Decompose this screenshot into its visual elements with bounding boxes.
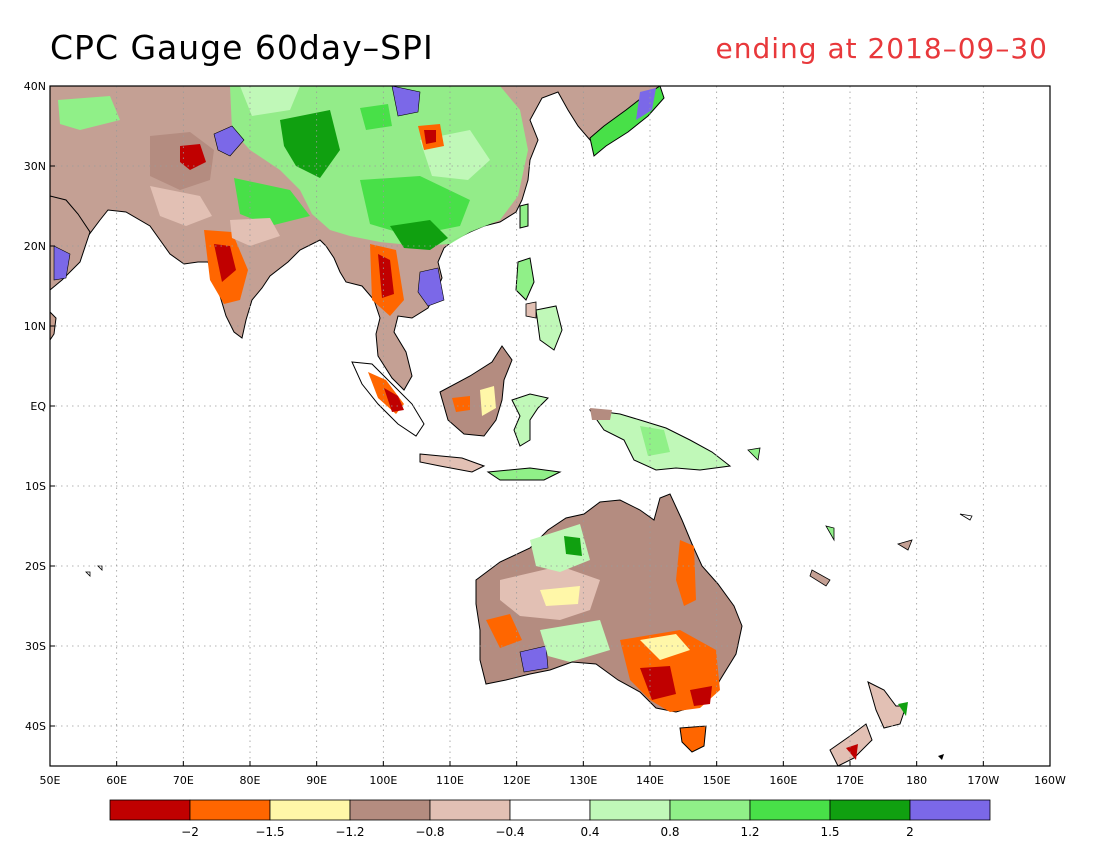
lon-tick-label: 90E (306, 774, 327, 787)
landmass-tasmania (679, 725, 707, 753)
landmass-sulawesi (511, 393, 549, 447)
lon-tick-label: 120E (503, 774, 531, 787)
map-title: CPC Gauge 60day–SPI (50, 28, 434, 67)
lat-tick-label: 10S (25, 480, 46, 493)
colorbar-swatch (269, 799, 351, 821)
colorbar-label: −1.2 (335, 825, 364, 839)
landmass-asia (50, 86, 661, 391)
lon-tick-label: 110E (436, 774, 464, 787)
landmass-java (419, 453, 486, 473)
colorbar-swatch (429, 799, 511, 821)
landmass-borneo (439, 345, 513, 437)
colorbar-label: −0.8 (415, 825, 444, 839)
lon-tick-label: 150E (703, 774, 731, 787)
colorbar-swatch (829, 799, 911, 821)
colorbar-swatch (349, 799, 431, 821)
lat-tick-label: 20N (24, 240, 46, 253)
map-grid (50, 86, 1050, 766)
lat-tick-label: 40N (24, 80, 46, 93)
colorbar-swatch (189, 799, 271, 821)
lon-tick-label: 180 (906, 774, 927, 787)
colorbar-label: 2 (906, 825, 914, 839)
lon-tick-label: 130E (569, 774, 597, 787)
colorbar-swatch (509, 799, 591, 821)
lat-tick-label: 20S (25, 560, 46, 573)
colorbar-swatch (669, 799, 751, 821)
landmass-australia (475, 493, 743, 713)
colorbar-swatch (909, 799, 991, 821)
lon-tick-label: 160W (1034, 774, 1066, 787)
map-canvas (50, 86, 1050, 766)
landmass-solomons (747, 447, 761, 461)
lon-tick-label: 60E (106, 774, 127, 787)
spi-colorbar: −2 −1.5 −1.2 −0.8 −0.4 0.4 0.8 1.2 1.5 2 (109, 799, 991, 839)
map-frame (49, 85, 1051, 767)
landmass-new-zealand (829, 681, 908, 766)
colorbar-label: −2 (181, 825, 199, 839)
colorbar-label: 1.2 (740, 825, 759, 839)
landmass-fiji (897, 539, 913, 551)
lat-tick-label: 30N (24, 160, 46, 173)
latitude-axis: 40N 30N 20N 10N EQ 10S 20S 30S 40S (24, 80, 55, 733)
lon-tick-label: 80E (240, 774, 261, 787)
colorbar-label: −1.5 (255, 825, 284, 839)
colorbar-label: 0.8 (660, 825, 679, 839)
lat-tick-label: 10N (24, 320, 46, 333)
colorbar-swatch (589, 799, 671, 821)
lon-tick-label: 140E (636, 774, 664, 787)
colorbar-label: −0.4 (495, 825, 524, 839)
lon-tick-label: 70E (173, 774, 194, 787)
colorbar-swatch (109, 799, 191, 821)
date-subtitle: ending at 2018–09–30 (715, 32, 1048, 65)
lon-tick-label: 170E (836, 774, 864, 787)
lon-tick-label: 100E (369, 774, 397, 787)
landmass-philippines (515, 257, 563, 351)
lat-tick-label: 40S (25, 720, 46, 733)
lat-tick-label: 30S (25, 640, 46, 653)
longitude-axis: 50E 60E 70E 80E 90E 100E 110E 120E 130E 140E 150E 1… (40, 761, 1066, 787)
colorbar-label: 1.5 (820, 825, 839, 839)
lat-tick-label: EQ (30, 400, 46, 413)
colorbar-swatch (749, 799, 831, 821)
colorbar-label: 0.4 (580, 825, 599, 839)
lon-tick-label: 160E (769, 774, 797, 787)
lon-tick-label: 50E (40, 774, 61, 787)
lon-tick-label: 170W (967, 774, 999, 787)
landmass-taiwan (519, 203, 529, 229)
landmass-new-caledonia (809, 569, 831, 587)
